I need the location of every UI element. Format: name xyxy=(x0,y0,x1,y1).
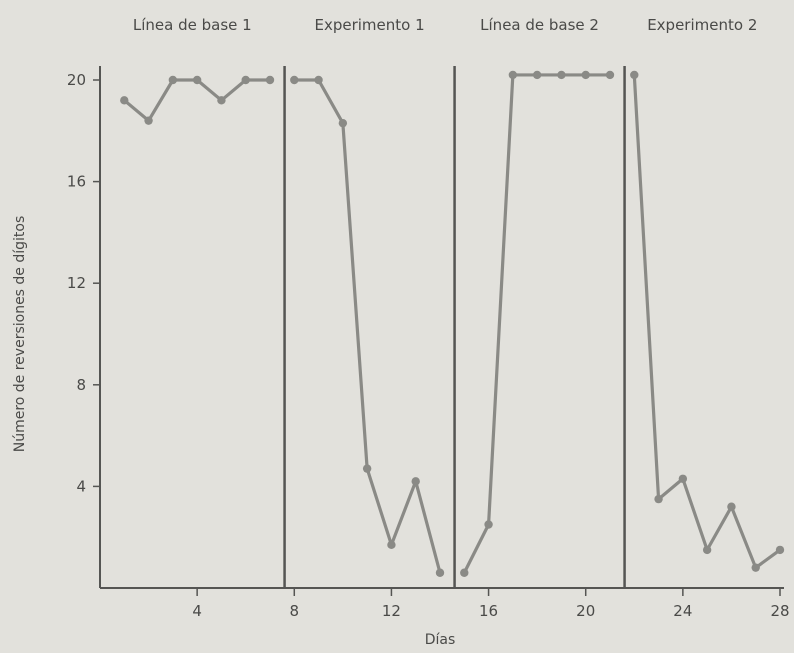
data-point xyxy=(217,96,226,105)
data-point xyxy=(168,75,178,85)
data-point xyxy=(484,520,493,529)
y-tick-label: 20 xyxy=(67,71,86,89)
data-point xyxy=(120,96,129,105)
data-point xyxy=(290,75,299,85)
x-tick-label: 24 xyxy=(673,602,692,620)
y-tick-label: 16 xyxy=(67,173,86,191)
x-tick-label: 28 xyxy=(770,602,789,620)
data-point xyxy=(362,464,372,473)
data-point xyxy=(265,75,275,85)
x-tick-label: 20 xyxy=(576,602,595,620)
series-line xyxy=(123,78,270,123)
x-tick-label: 4 xyxy=(192,602,202,620)
data-point xyxy=(727,502,736,511)
y-axis-label: Número de reversiones de dígitos xyxy=(12,216,28,453)
data-point xyxy=(678,474,688,483)
data-point xyxy=(557,70,566,80)
data-point xyxy=(532,70,542,80)
phase-label: Línea de base 1 xyxy=(133,16,252,34)
phase-labels: Línea de base 1 Experimento 1 Línea de bas… xyxy=(133,16,757,34)
data-point xyxy=(387,540,396,550)
series-line xyxy=(294,78,442,574)
data-point xyxy=(702,545,712,555)
phase-label: Experimento 2 xyxy=(647,16,757,34)
data-point xyxy=(581,70,590,80)
y-tick-label: 4 xyxy=(76,477,86,495)
data-point xyxy=(630,70,639,80)
data-point xyxy=(338,118,348,128)
data-point xyxy=(435,568,445,577)
data-point xyxy=(144,116,153,125)
y-tick-label: 8 xyxy=(76,376,86,394)
axes xyxy=(99,66,784,589)
data-point xyxy=(241,75,250,85)
data-series xyxy=(120,70,785,577)
y-tick-label: 12 xyxy=(67,274,86,292)
x-axis-label: Días xyxy=(425,632,456,648)
data-point xyxy=(411,477,420,486)
data-point xyxy=(192,75,202,85)
data-point xyxy=(508,70,518,80)
series-line xyxy=(632,74,781,570)
data-point xyxy=(751,563,760,572)
x-tick-label: 16 xyxy=(479,602,498,620)
ticks: 4 8 12 16 20 24 28 4 8 12 16 20 xyxy=(67,71,790,620)
data-point xyxy=(605,70,615,80)
data-point xyxy=(775,545,785,555)
x-tick-label: 8 xyxy=(290,602,300,620)
series-line xyxy=(462,73,610,574)
phase-label: Experimento 1 xyxy=(314,16,424,34)
data-point xyxy=(314,75,323,85)
x-tick-label: 12 xyxy=(382,602,401,620)
phase-label: Línea de base 2 xyxy=(480,16,599,34)
data-point xyxy=(654,494,663,504)
phase-dividers xyxy=(283,66,626,588)
data-point xyxy=(460,568,469,577)
